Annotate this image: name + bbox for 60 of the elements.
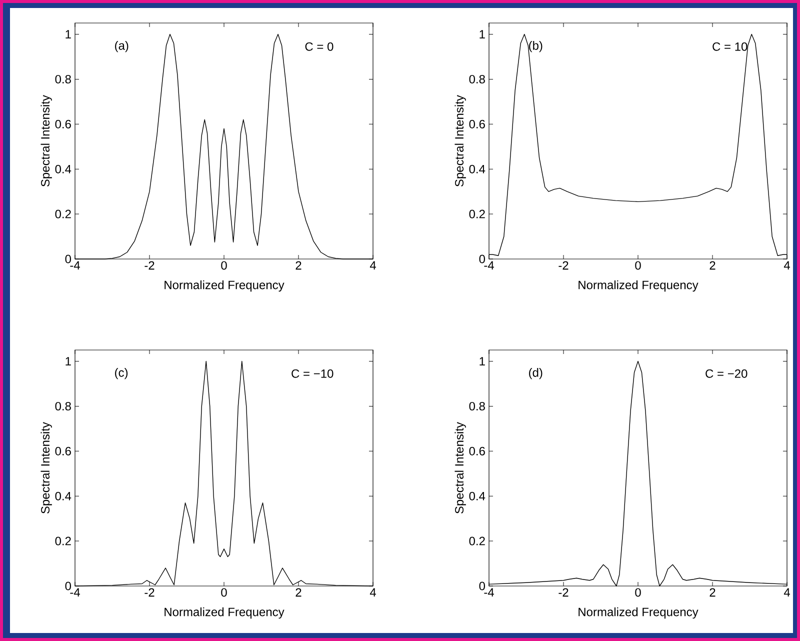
- y-tick-label: 0.4: [469, 492, 486, 500]
- x-tick-label: 2: [296, 588, 302, 597]
- y-tick-label: 1: [480, 357, 485, 366]
- y-tick-label: 0.2: [55, 536, 71, 546]
- x-tick-label: 0: [221, 261, 227, 270]
- y-tick-label: 1: [480, 30, 485, 38]
- annotation: (c): [115, 368, 128, 380]
- y-tick-label: 0.6: [55, 446, 71, 456]
- x-tick-label: -2: [144, 588, 154, 597]
- annotation: (a): [115, 41, 128, 52]
- y-tick-label: 0.8: [55, 74, 71, 84]
- y-tick-label: 0: [479, 582, 486, 590]
- x-axis-title: Normalized Frequency: [578, 607, 698, 619]
- y-axis-title: Spectral Intensity: [454, 95, 466, 186]
- y-tick-label: 0.8: [55, 402, 71, 410]
- x-tick-label: 2: [710, 261, 716, 270]
- x-axis-title: Normalized Frequency: [164, 280, 284, 292]
- y-axis-title: Spectral Intensity: [40, 422, 52, 514]
- annotation: C = 0: [305, 42, 334, 51]
- x-tick-label: 4: [370, 261, 376, 270]
- x-tick-label: -4: [70, 588, 80, 596]
- y-tick-label: 0.2: [469, 536, 485, 546]
- x-tick-label: -4: [484, 588, 494, 596]
- y-tick-label: 0.6: [55, 120, 71, 128]
- x-axis-title: Normalized Frequency: [578, 280, 698, 292]
- y-tick-label: 0.8: [469, 74, 485, 84]
- y-tick-label: 1: [66, 357, 71, 366]
- x-tick-label: 4: [784, 588, 790, 596]
- x-tick-label: 4: [784, 261, 790, 270]
- annotation: C = −20: [706, 369, 748, 378]
- y-tick-label: 0.2: [469, 210, 485, 218]
- y-axis-title: Spectral Intensity: [454, 422, 466, 514]
- y-axis-title: Spectral Intensity: [40, 95, 52, 186]
- x-tick-label: 0: [635, 588, 641, 597]
- x-tick-label: -2: [558, 261, 568, 270]
- y-tick-label: 1: [66, 30, 71, 38]
- annotation: (b): [529, 41, 542, 52]
- x-tick-label: 0: [635, 261, 641, 270]
- annotation: C = 10: [712, 42, 748, 51]
- y-tick-label: 0.4: [55, 164, 72, 174]
- y-tick-label: 0.8: [469, 402, 485, 410]
- annotation: (d): [529, 368, 542, 380]
- y-tick-label: 0: [65, 254, 72, 264]
- x-axis-title: Normalized Frequency: [164, 607, 284, 619]
- y-tick-label: 0.6: [469, 120, 485, 128]
- x-tick-label: -4: [70, 261, 80, 270]
- x-tick-label: -2: [144, 261, 154, 270]
- x-tick-label: 2: [296, 261, 302, 270]
- x-tick-label: -2: [558, 588, 568, 597]
- x-tick-label: -4: [484, 261, 494, 270]
- y-tick-label: 0.4: [55, 492, 72, 500]
- y-tick-label: 0: [479, 254, 486, 264]
- y-tick-label: 0: [65, 582, 72, 590]
- x-tick-label: 0: [221, 588, 227, 597]
- x-tick-label: 2: [710, 588, 716, 597]
- y-tick-label: 0.4: [469, 164, 486, 174]
- x-tick-label: 4: [370, 588, 376, 596]
- y-tick-label: 0.2: [55, 210, 71, 218]
- y-tick-label: 0.6: [469, 446, 485, 456]
- annotation: C = −10: [292, 369, 334, 378]
